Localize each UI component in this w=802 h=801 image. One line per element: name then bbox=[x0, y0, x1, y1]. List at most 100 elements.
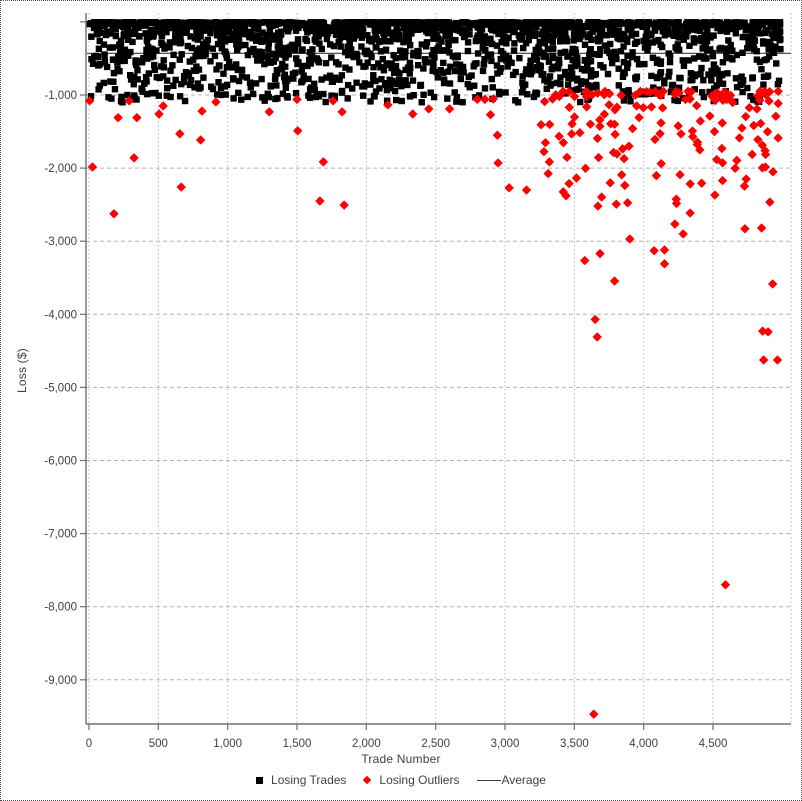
losing-trade-point bbox=[570, 30, 578, 38]
losing-trade-point bbox=[328, 92, 335, 99]
losing-trade-point bbox=[370, 63, 377, 71]
losing-trade-point bbox=[336, 76, 343, 83]
losing-trade-point bbox=[717, 44, 724, 52]
losing-trade-point bbox=[524, 28, 531, 35]
losing-trade-point bbox=[186, 23, 194, 30]
losing-trade-point bbox=[527, 19, 535, 27]
losing-trade-point bbox=[624, 60, 632, 67]
losing-trade-point bbox=[489, 84, 496, 91]
losing-outlier-point bbox=[593, 201, 603, 211]
losing-trade-point bbox=[429, 67, 436, 75]
losing-trade-point bbox=[400, 24, 407, 32]
losing-trade-point bbox=[180, 78, 188, 86]
losing-outlier-point bbox=[656, 158, 666, 169]
losing-trade-point bbox=[394, 68, 401, 76]
losing-trade-point bbox=[130, 95, 138, 102]
losing-outlier-point bbox=[767, 279, 778, 289]
losing-trade-point bbox=[569, 56, 576, 64]
losing-trade-point bbox=[640, 37, 647, 45]
losing-trade-point bbox=[372, 36, 379, 43]
losing-trade-point bbox=[661, 20, 669, 27]
losing-trade-point bbox=[671, 96, 678, 104]
losing-trade-point bbox=[548, 80, 555, 88]
losing-trade-point bbox=[147, 45, 155, 52]
losing-trade-point bbox=[372, 88, 380, 95]
losing-trade-point bbox=[733, 83, 741, 91]
losing-trade-point bbox=[247, 84, 254, 91]
losing-outlier-point bbox=[488, 94, 498, 104]
losing-trade-point bbox=[238, 96, 245, 103]
losing-trade-point bbox=[406, 70, 413, 77]
losing-trade-point bbox=[346, 66, 353, 73]
losing-outlier-point bbox=[768, 167, 778, 177]
losing-trade-point bbox=[556, 60, 563, 67]
losing-outlier-point bbox=[758, 355, 769, 365]
losing-trade-point bbox=[481, 55, 488, 63]
x-tick-label: 2,500 bbox=[421, 738, 450, 750]
losing-trade-point bbox=[121, 46, 129, 53]
losing-trade-point bbox=[406, 41, 414, 49]
losing-trade-point bbox=[541, 25, 549, 32]
losing-outlier-point bbox=[627, 123, 638, 134]
losing-outlier-point bbox=[595, 115, 605, 125]
losing-trade-point bbox=[101, 59, 109, 66]
losing-trade-point bbox=[349, 85, 356, 92]
y-tick-label: -9,000 bbox=[44, 675, 77, 687]
legend-label-losing-trades: Losing Trades bbox=[271, 773, 347, 787]
losing-trade-point bbox=[122, 19, 129, 26]
losing-trade-point bbox=[379, 27, 387, 34]
losing-trade-point bbox=[285, 19, 293, 26]
losing-trade-point bbox=[409, 77, 417, 84]
losing-outlier-point bbox=[536, 120, 546, 130]
losing-trade-point bbox=[120, 54, 127, 62]
losing-trade-point bbox=[453, 98, 460, 105]
losing-trade-point bbox=[631, 40, 639, 47]
losing-outlier-point bbox=[612, 149, 622, 159]
losing-outlier-point bbox=[580, 255, 590, 266]
losing-trade-point bbox=[95, 45, 103, 52]
losing-trade-point bbox=[533, 63, 540, 71]
losing-outlier-point bbox=[569, 91, 580, 102]
losing-trade-point bbox=[675, 19, 682, 26]
losing-trade-point bbox=[414, 51, 421, 58]
losing-outlier-point bbox=[592, 133, 603, 144]
losing-trade-point bbox=[588, 67, 595, 74]
losing-trade-point bbox=[235, 35, 243, 43]
losing-outlier-point bbox=[658, 86, 668, 97]
losing-trade-point bbox=[434, 74, 441, 81]
losing-trade-point bbox=[765, 53, 773, 60]
losing-trade-point bbox=[444, 95, 451, 102]
losing-trade-point bbox=[358, 34, 366, 41]
losing-outlier-point bbox=[712, 154, 722, 165]
losing-outlier-point bbox=[673, 121, 683, 131]
losing-trade-point bbox=[519, 19, 526, 27]
losing-trade-point bbox=[184, 42, 192, 50]
losing-trade-point bbox=[107, 30, 115, 37]
losing-trade-point bbox=[620, 97, 628, 104]
losing-outlier-point bbox=[638, 103, 649, 113]
losing-outlier-point bbox=[747, 149, 757, 160]
losing-trade-point bbox=[214, 91, 221, 98]
losing-trade-point bbox=[424, 23, 431, 30]
losing-trade-point bbox=[500, 23, 507, 30]
losing-trade-point bbox=[546, 73, 554, 80]
losing-trade-point bbox=[488, 57, 495, 65]
losing-trade-point bbox=[358, 43, 365, 50]
losing-trade-point bbox=[587, 21, 595, 28]
losing-trade-point bbox=[425, 19, 432, 26]
losing-trade-point bbox=[103, 28, 111, 35]
losing-trade-point bbox=[338, 30, 346, 38]
losing-trade-point bbox=[172, 33, 179, 40]
losing-trade-point bbox=[326, 41, 334, 48]
losing-trade-point bbox=[246, 33, 253, 41]
losing-trade-point bbox=[478, 26, 486, 33]
y-axis-title: Loss ($) bbox=[15, 348, 29, 394]
losing-trade-point bbox=[191, 22, 198, 29]
losing-outlier-point bbox=[760, 149, 771, 160]
losing-trade-point bbox=[244, 93, 251, 101]
losing-outlier-point bbox=[757, 163, 768, 173]
losing-trade-point bbox=[383, 60, 391, 67]
losing-trade-point bbox=[180, 72, 188, 80]
losing-trade-point bbox=[144, 90, 151, 98]
